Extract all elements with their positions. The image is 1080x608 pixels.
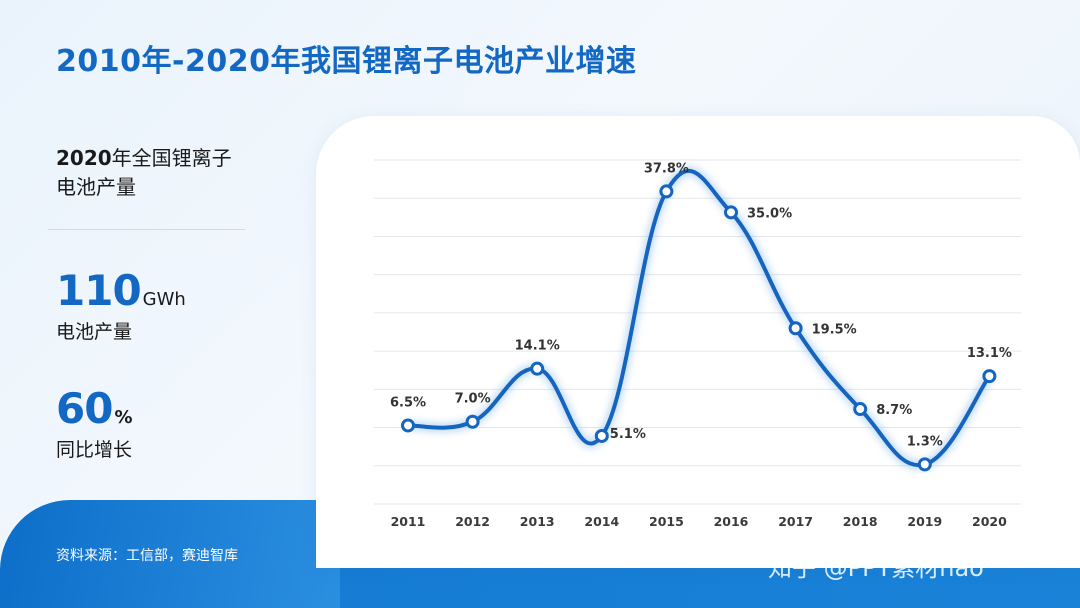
- x-tick-label: 2016: [714, 514, 749, 529]
- data-point: [982, 369, 997, 384]
- x-tick-label: 2018: [843, 514, 878, 529]
- data-label: 19.5%: [812, 322, 857, 337]
- data-point: [659, 184, 674, 199]
- data-point: [724, 205, 738, 220]
- growth-label: 同比增长: [56, 439, 133, 461]
- x-tick-label: 2014: [584, 514, 619, 529]
- data-label: 1.3%: [907, 434, 943, 449]
- x-tick-label: 2011: [391, 514, 426, 529]
- heading-rest: 年全国锂离子: [111, 146, 232, 170]
- x-tick-label: 2013: [520, 514, 555, 529]
- data-point: [853, 402, 868, 417]
- source-panel: [0, 500, 340, 608]
- data-label: 13.1%: [967, 346, 1012, 361]
- line-chart: 6.5% 2011 7.0% 2012 14.1% 2013 5.1% 2014 37.8% 20…: [374, 159, 1021, 529]
- page-title: 2010年-2020年我国锂离子电池产业增速: [56, 44, 637, 79]
- data-label: 5.1%: [610, 427, 646, 442]
- watermark: 知乎 @PPT素材hao: [768, 554, 984, 582]
- data-point: [594, 428, 609, 443]
- x-tick-label: 2020: [972, 514, 1007, 529]
- x-tick-label: 2017: [778, 514, 813, 529]
- data-label: 14.1%: [515, 339, 560, 354]
- data-label: 37.8%: [644, 161, 689, 176]
- data-point: [465, 414, 480, 429]
- data-point: [788, 321, 803, 336]
- stat-growth: 60% 同比增长: [56, 384, 133, 462]
- series-line-glow: [407, 166, 993, 470]
- series-line: [406, 168, 992, 468]
- x-tick-label: 2015: [649, 514, 684, 529]
- stat-production: 110 GWh 电池产量: [56, 266, 186, 344]
- data-point: [530, 361, 545, 376]
- heading-line2: 电池产量: [56, 175, 136, 199]
- source-text: 资料来源：工信部，赛迪智库: [56, 548, 238, 564]
- data-point: [917, 457, 932, 472]
- heading-year: 2020: [56, 146, 112, 170]
- data-label: 6.5%: [390, 395, 426, 410]
- x-tick-label: 2019: [907, 514, 942, 529]
- data-label: 8.7%: [876, 403, 912, 418]
- chart-card: [316, 116, 1080, 568]
- production-unit: GWh: [142, 289, 186, 310]
- growth-unit: %: [114, 407, 133, 428]
- data-label: 35.0%: [747, 206, 792, 221]
- data-point: [401, 418, 415, 433]
- growth-value: 60: [56, 384, 113, 433]
- x-tick-label: 2012: [455, 514, 490, 529]
- production-label: 电池产量: [56, 321, 133, 343]
- data-label: 7.0%: [455, 392, 491, 407]
- divider: [48, 229, 245, 230]
- left-heading: 2020年全国锂离子 电池产量: [56, 144, 256, 202]
- production-value: 110: [56, 266, 142, 315]
